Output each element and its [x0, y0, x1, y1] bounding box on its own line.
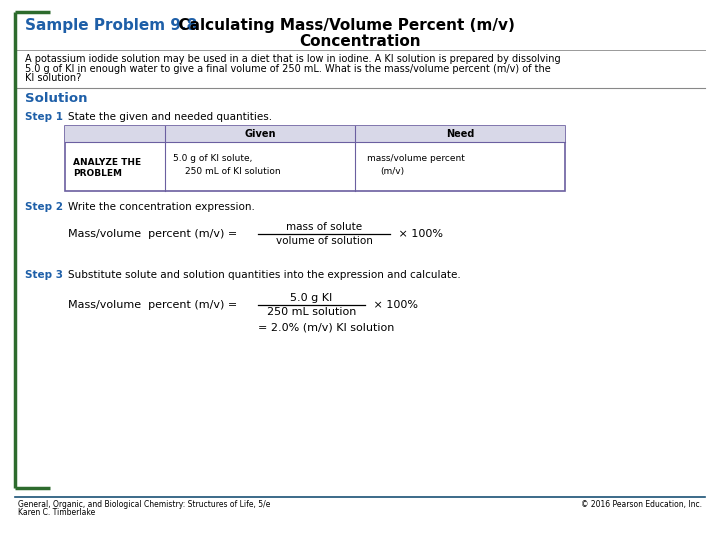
Text: A potassium iodide solution may be used in a diet that is low in iodine. A KI so: A potassium iodide solution may be used … [25, 54, 561, 64]
Text: (m/v): (m/v) [380, 167, 404, 176]
Text: 5.0 g KI: 5.0 g KI [290, 293, 333, 303]
Text: Calculating Mass/Volume Percent (m/v): Calculating Mass/Volume Percent (m/v) [168, 18, 515, 33]
Text: Given: Given [244, 129, 276, 139]
Text: × 100%: × 100% [395, 229, 443, 239]
Text: Solution: Solution [25, 92, 88, 105]
Text: KI solution?: KI solution? [25, 73, 81, 83]
Text: = 2.0% (m/v) KI solution: = 2.0% (m/v) KI solution [258, 323, 395, 333]
Text: Step 2: Step 2 [25, 202, 63, 212]
Text: Substitute solute and solution quantities into the expression and calculate.: Substitute solute and solution quantitie… [68, 270, 461, 280]
Text: Mass/volume  percent (m/v) =: Mass/volume percent (m/v) = [68, 229, 240, 239]
Text: © 2016 Pearson Education, Inc.: © 2016 Pearson Education, Inc. [581, 500, 702, 509]
Text: mass/volume percent: mass/volume percent [367, 154, 465, 163]
Text: ANALYZE THE
PROBLEM: ANALYZE THE PROBLEM [73, 158, 141, 178]
Text: Sample Problem 9.8: Sample Problem 9.8 [25, 18, 197, 33]
Text: Step 3: Step 3 [25, 270, 63, 280]
Text: 250 mL solution: 250 mL solution [267, 307, 356, 317]
Text: volume of solution: volume of solution [276, 236, 372, 246]
Text: Need: Need [446, 129, 474, 139]
Text: Karen C. Timberlake: Karen C. Timberlake [18, 508, 95, 517]
FancyBboxPatch shape [65, 126, 565, 191]
Text: 250 mL of KI solution: 250 mL of KI solution [185, 167, 281, 176]
Text: 5.0 g of KI solute,: 5.0 g of KI solute, [173, 154, 253, 163]
Text: × 100%: × 100% [370, 300, 418, 310]
Text: Write the concentration expression.: Write the concentration expression. [68, 202, 255, 212]
Text: Concentration: Concentration [300, 34, 420, 49]
Text: State the given and needed quantities.: State the given and needed quantities. [68, 112, 272, 122]
FancyBboxPatch shape [65, 126, 565, 142]
Text: Step 1: Step 1 [25, 112, 63, 122]
Text: General, Organic, and Biological Chemistry: Structures of Life, 5/e: General, Organic, and Biological Chemist… [18, 500, 271, 509]
Text: Mass/volume  percent (m/v) =: Mass/volume percent (m/v) = [68, 300, 240, 310]
Text: 5.0 g of KI in enough water to give a final volume of 250 mL. What is the mass/v: 5.0 g of KI in enough water to give a fi… [25, 64, 551, 73]
Text: mass of solute: mass of solute [286, 222, 362, 232]
